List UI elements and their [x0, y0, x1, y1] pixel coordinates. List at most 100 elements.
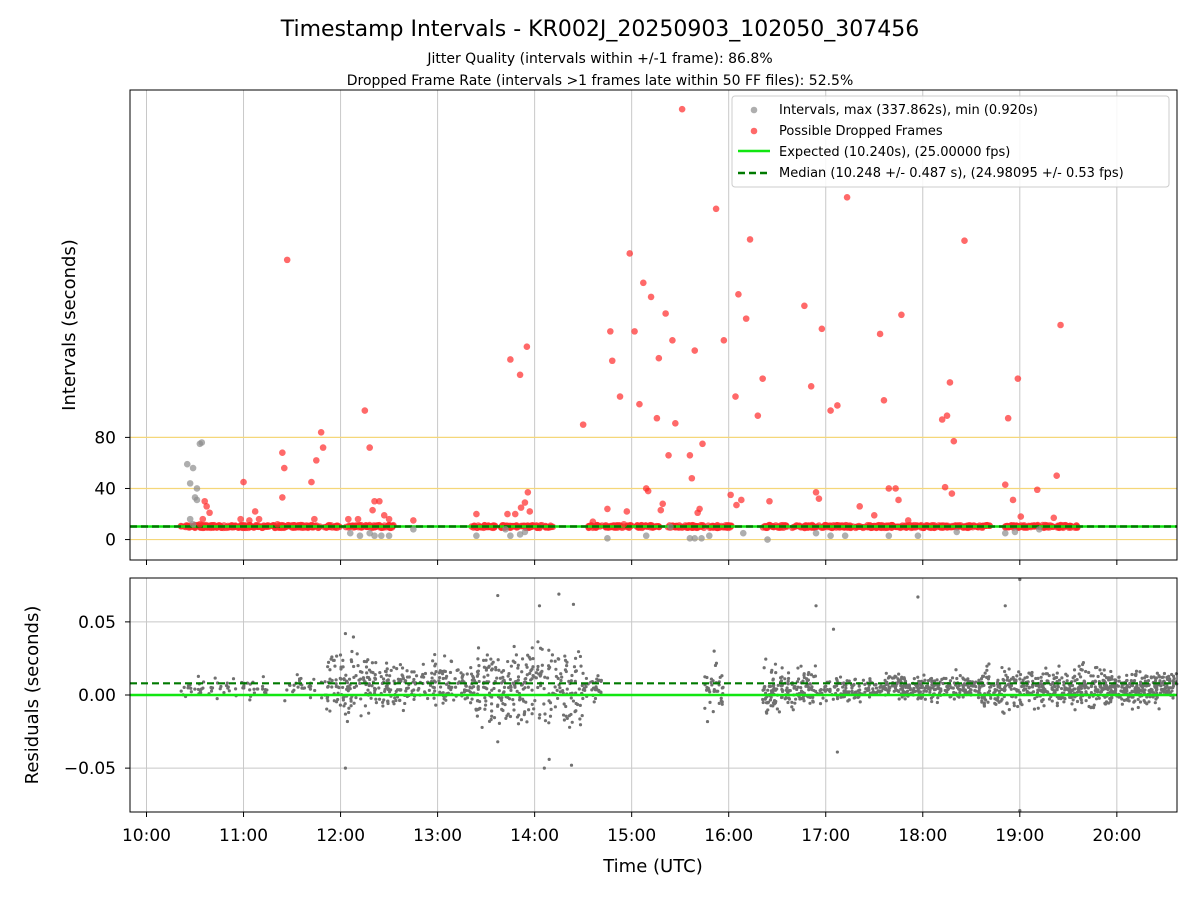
residual-point	[761, 688, 765, 692]
residual-point	[1160, 675, 1164, 679]
residual-point	[328, 668, 332, 672]
residual-point	[1037, 688, 1041, 692]
residual-point	[987, 689, 992, 693]
residual-point	[1002, 689, 1007, 693]
dropped-frame-point	[371, 497, 378, 505]
residual-point	[382, 698, 386, 702]
interval-point	[378, 532, 385, 540]
residual-point	[373, 689, 377, 693]
residual-point	[545, 676, 550, 680]
residual-point	[248, 688, 252, 692]
residual-point	[571, 699, 576, 703]
residual-point	[556, 696, 560, 701]
residual-point	[369, 670, 373, 674]
residual-point	[923, 678, 927, 682]
residual-point	[922, 673, 926, 677]
residual-point	[1045, 679, 1049, 683]
dropped-frame-point	[766, 497, 773, 505]
residual-point	[993, 690, 997, 694]
dropped-frame-point	[943, 412, 951, 419]
residual-point	[924, 684, 928, 689]
residual-point	[1097, 696, 1101, 700]
residual-point	[364, 665, 369, 669]
residual-point	[1087, 670, 1091, 675]
residual-point	[981, 683, 985, 687]
residual-point	[489, 657, 493, 661]
residual-point	[808, 701, 812, 705]
residual-point	[856, 689, 860, 693]
residual-point	[501, 702, 505, 706]
residual-point	[1142, 688, 1146, 692]
residual-point	[534, 671, 538, 675]
residual-point	[811, 699, 815, 703]
residual-point	[412, 677, 416, 682]
residual-point	[437, 676, 442, 680]
residual-point	[1055, 687, 1059, 691]
residual-point	[1062, 683, 1066, 687]
residual-point	[957, 695, 961, 699]
residual-point	[1027, 691, 1031, 695]
residual-point	[1022, 687, 1026, 691]
dropped-frame-point	[880, 397, 888, 404]
residual-point	[525, 720, 529, 724]
dropped-frame-point	[678, 105, 686, 113]
residual-point	[1117, 675, 1121, 679]
residual-point	[385, 679, 389, 683]
residual-point	[323, 680, 327, 684]
residual-point	[193, 687, 197, 691]
residual-point	[1144, 674, 1148, 678]
residual-point	[383, 669, 388, 674]
interval-point	[366, 529, 373, 537]
residual-point	[1082, 680, 1086, 684]
dropped-frame-point	[856, 503, 863, 510]
interval-point	[705, 532, 713, 540]
residual-point	[517, 713, 521, 717]
residual-point	[1130, 672, 1134, 677]
x-tick-label: 15:00	[607, 826, 656, 846]
residual-point	[581, 671, 585, 675]
residual-point	[1077, 687, 1081, 691]
interval-point	[189, 520, 197, 528]
residual-point	[986, 677, 991, 681]
residual-point	[532, 707, 536, 711]
residual-point	[761, 697, 765, 702]
dropped-frame-point	[473, 510, 480, 518]
residual-point	[484, 658, 488, 662]
residual-point	[548, 714, 553, 718]
residual-point	[538, 684, 543, 688]
residual-point	[261, 684, 265, 689]
residual-point	[1113, 678, 1117, 682]
residual-point	[393, 696, 397, 700]
residual-point	[469, 672, 474, 676]
residual-point	[558, 690, 562, 694]
residual-point	[218, 687, 222, 691]
residual-point	[463, 697, 467, 701]
residual-point	[475, 714, 479, 718]
interval-point	[346, 529, 354, 537]
residual-point	[777, 710, 781, 714]
residual-point	[807, 688, 811, 692]
residual-point	[1036, 706, 1040, 710]
residual-point	[1063, 688, 1067, 692]
residual-point	[292, 683, 296, 687]
residual-point	[470, 697, 474, 701]
jitter-quality-subtitle: Jitter Quality (intervals within +/-1 fr…	[426, 51, 772, 67]
residual-point	[350, 649, 354, 654]
residual-point	[930, 683, 934, 687]
residual-point	[476, 657, 480, 661]
residual-point	[1042, 689, 1046, 693]
residual-point	[966, 685, 971, 690]
residual-point	[808, 682, 812, 686]
residual-outlier-point	[496, 593, 500, 598]
residual-point	[508, 714, 513, 719]
residual-outlier-point	[571, 602, 576, 606]
residual-point	[256, 687, 260, 691]
residual-point	[1113, 686, 1117, 690]
interval-point	[183, 460, 191, 468]
residual-point	[536, 664, 540, 669]
residual-point	[813, 664, 817, 668]
residual-point	[492, 716, 497, 720]
residual-point	[369, 696, 373, 700]
residual-point	[565, 687, 569, 691]
dropped-frame-point	[1009, 496, 1017, 504]
